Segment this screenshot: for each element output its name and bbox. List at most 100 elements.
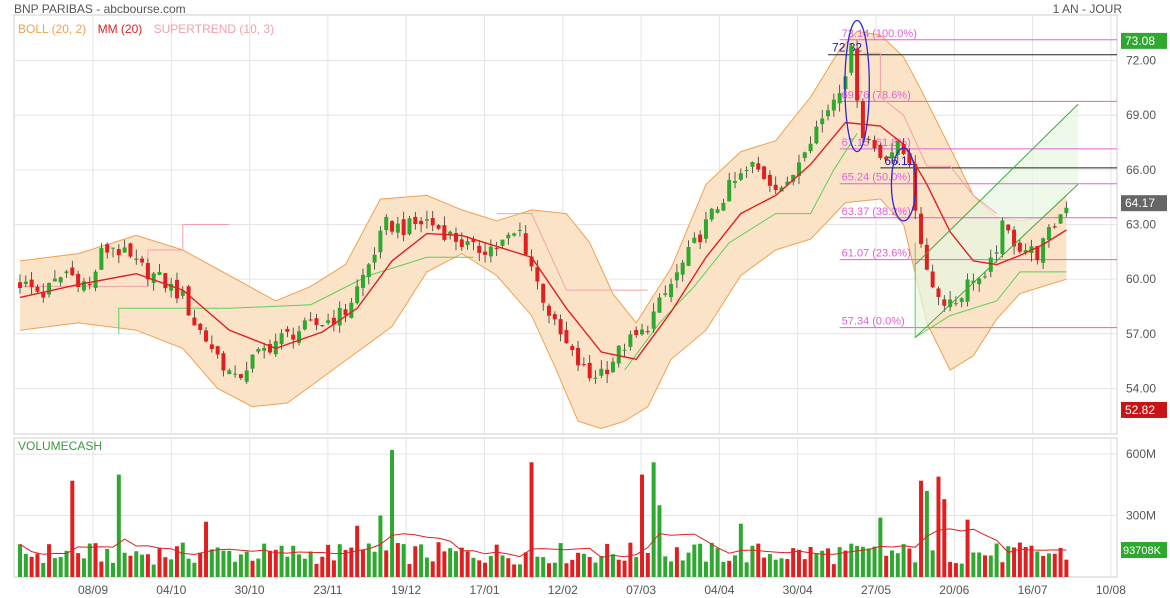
x-tick-label: 12/02 <box>548 583 578 597</box>
volume-bar <box>860 546 865 577</box>
volume-bar <box>320 556 325 577</box>
volume-badge-label: 93708K <box>1123 545 1162 557</box>
x-tick-label: 16/07 <box>1018 583 1048 597</box>
candle <box>802 152 807 159</box>
volume-bar <box>948 561 953 577</box>
candle <box>855 48 860 101</box>
candle <box>93 271 98 289</box>
candle <box>698 234 703 243</box>
candle <box>64 271 69 274</box>
candle <box>401 219 406 236</box>
bollinger-lower <box>19 198 1067 430</box>
volume-bar <box>767 554 772 577</box>
supertrend-line <box>624 133 858 371</box>
x-tick-label: 04/10 <box>156 583 186 597</box>
candle <box>134 258 139 261</box>
candle <box>157 272 162 275</box>
candle <box>99 247 104 270</box>
candle <box>895 141 900 155</box>
volume-bar <box>279 545 284 577</box>
candle <box>750 161 755 167</box>
candle <box>988 257 993 272</box>
volume-bar <box>651 462 656 577</box>
volume-bar <box>349 547 354 577</box>
annotation-ellipse <box>890 147 917 222</box>
volume-bar <box>552 562 557 577</box>
volume-bar <box>477 560 482 577</box>
candle <box>884 156 889 160</box>
candle <box>366 264 371 277</box>
volume-panel <box>13 437 1118 578</box>
volume-bar <box>180 542 185 577</box>
candle <box>1041 238 1046 263</box>
volume-bar <box>622 560 627 577</box>
candle <box>860 101 865 139</box>
volume-bar <box>698 543 703 577</box>
supertrend-line <box>862 52 997 214</box>
candle <box>459 239 464 248</box>
x-tick-label: 23/11 <box>313 583 342 597</box>
price-badge <box>1121 401 1167 418</box>
candle <box>430 218 435 226</box>
candle <box>686 246 691 266</box>
candle <box>140 258 145 263</box>
candle <box>866 138 871 141</box>
candle <box>180 290 185 296</box>
volume-bar <box>442 551 447 577</box>
volume-bar <box>547 563 551 577</box>
y-tick-label: 60.00 <box>1126 272 1156 286</box>
volume-bar <box>453 551 458 577</box>
candle <box>477 245 482 253</box>
volume-bar <box>634 557 639 577</box>
volume-bar <box>889 550 894 577</box>
price-badge-label: 52.82 <box>1125 403 1155 417</box>
volume-bar <box>866 548 871 577</box>
volume-bar <box>953 563 958 577</box>
candle <box>977 278 982 285</box>
candle <box>715 209 720 213</box>
volume-bar <box>750 545 755 577</box>
volume-bar <box>244 551 249 577</box>
volume-bar <box>762 557 767 577</box>
candle <box>680 262 685 275</box>
volume-bar <box>424 557 429 577</box>
candle <box>372 254 377 263</box>
volume-bar <box>471 557 476 577</box>
candle <box>1006 224 1011 231</box>
volume-bar <box>145 554 150 577</box>
candle <box>70 267 75 276</box>
candle <box>233 373 238 375</box>
volume-bar <box>81 558 86 577</box>
volume-badge <box>1121 542 1167 558</box>
volume-bar <box>535 556 540 577</box>
candle <box>209 344 214 350</box>
period-label[interactable]: 1 AN - JOUR <box>1052 2 1122 16</box>
volume-bar <box>1023 546 1028 577</box>
candle <box>1064 207 1069 214</box>
candle <box>1035 246 1040 261</box>
volume-bar <box>169 559 174 577</box>
legend-supertrend[interactable]: SUPERTREND (10, 3) <box>153 22 275 36</box>
candle <box>378 230 383 253</box>
candle <box>326 320 331 323</box>
legend-mm[interactable]: MM (20) <box>97 22 143 36</box>
candle <box>302 320 307 330</box>
volume-bar <box>192 562 197 577</box>
candle <box>727 179 732 202</box>
candle <box>279 333 284 345</box>
candle <box>18 282 22 288</box>
volume-bar <box>640 474 645 577</box>
channel-fill <box>915 104 1078 338</box>
volume-bar <box>116 474 121 577</box>
channel-upper-line <box>914 103 1079 265</box>
candle <box>663 293 668 295</box>
volume-bar <box>1029 545 1034 577</box>
candle <box>814 126 819 144</box>
volume-bar <box>1064 559 1069 577</box>
x-tick-label: 27/05 <box>861 583 891 597</box>
volume-bar <box>965 519 970 577</box>
volume-bar <box>262 543 267 577</box>
volume-bar <box>35 553 40 577</box>
volume-bar <box>791 548 796 577</box>
legend-boll[interactable]: BOLL (20, 2) <box>18 22 87 36</box>
